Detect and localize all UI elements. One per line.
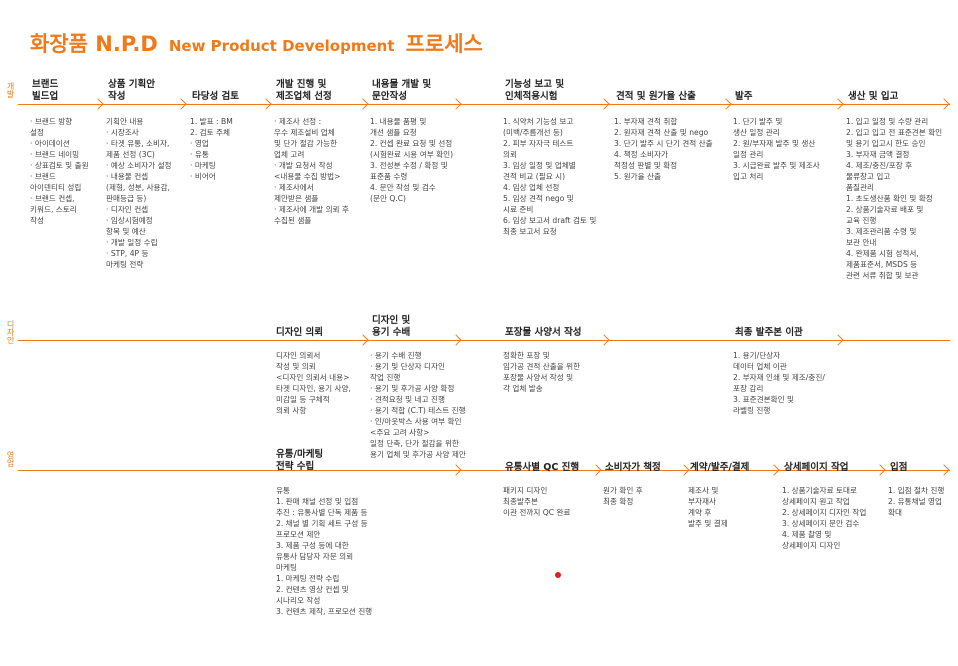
step-body-cost: 1. 부자재 견적 취합 2. 원자재 견적 산출 및 nego 3. 단기 발… — [614, 117, 713, 181]
title-suffix: 프로세스 — [405, 32, 483, 56]
step-title-manufacturer: 개발 진행 및 제조업체 선정 — [276, 79, 332, 102]
title-english: New Product Development — [168, 37, 395, 55]
step-title-brand-buildup: 브랜드 빌드업 — [32, 79, 59, 102]
arrow-chevron — [357, 98, 369, 110]
lane-line-design — [18, 340, 950, 341]
arrow-chevron — [598, 334, 610, 346]
step-title-design-container: 디자인 및 용기 수배 — [372, 315, 411, 338]
arrow-chevron — [720, 98, 732, 110]
lane-label-sales: 영업 — [6, 451, 15, 467]
step-body-final-transfer: 1. 용기/단상자 데이터 업체 이관 2. 부자재 인쇄 및 제조/충진/ 포… — [733, 351, 825, 415]
step-body-launch: 1. 입점 절차 진행 2. 유통채널 영업 확대 — [888, 486, 945, 517]
arrow-chevron — [590, 464, 602, 476]
step-title-contract: 계약/발주/결제 — [690, 462, 750, 473]
step-body-order: 1. 단기 발주 및 생산 일정 관리 2. 원/부자재 발주 및 생산 일정 … — [733, 117, 820, 181]
step-title-final-transfer: 최종 발주본 이관 — [735, 327, 803, 338]
step-title-feasibility: 타당성 검토 — [192, 91, 240, 102]
step-title-detail-page: 상세페이지 작업 — [784, 462, 849, 473]
lane-label-design: 디자인 — [6, 320, 15, 344]
arrow-chevron — [768, 464, 780, 476]
step-title-clinical: 기능성 보고 및 인체적용시험 — [505, 79, 565, 102]
step-body-detail-page: 1. 상품기술자료 토대로 상세페이지 원고 작업 2. 상세페이지 디자인 작… — [782, 486, 867, 550]
lane-line-sales — [18, 470, 950, 471]
step-title-qc: 유통사별 QC 진행 — [505, 462, 580, 473]
step-title-formula: 내용물 개발 및 문안작성 — [372, 79, 432, 102]
step-body-design-request: 디자인 의뢰서 작성 및 의뢰 <디자인 의뢰서 내용> 타겟 디자인, 용기 … — [276, 351, 351, 415]
arrow-chevron — [175, 98, 187, 110]
step-title-consumer-price: 소비자가 책정 — [605, 462, 661, 473]
arrow-chevron — [938, 464, 950, 476]
arrow-chevron — [598, 98, 610, 110]
arrow-chevron — [874, 464, 886, 476]
step-body-product-plan: 기획안 내용 · 시장조사 · 타겟 유통, 소비자, 제품 선정 (3C) ·… — [106, 117, 172, 269]
lane-label-development: 개발 — [6, 82, 15, 98]
arrow-chevron — [450, 464, 462, 476]
step-body-production: 1. 입고 일정 및 수량 관리 2. 입고 입고 전 표준견본 확인 및 용기… — [846, 117, 943, 280]
step-body-design-container: · 용기 수배 진행 · 용기 및 단상자 디자인 작업 진행 · 용기 및 후… — [370, 351, 466, 459]
step-title-packaging-spec: 포장물 사양서 작성 — [505, 327, 582, 338]
step-body-feasibility: 1. 발표 : BM 2. 검토 주체 · 영업 · 유통 · 마케팅 · 비어… — [190, 117, 233, 181]
lane-line-development — [18, 104, 950, 105]
step-title-launch: 입점 — [890, 462, 908, 473]
step-title-production: 생산 및 입고 — [848, 91, 899, 102]
step-title-product-plan: 상품 기획안 작성 — [108, 79, 156, 102]
arrow-chevron — [357, 334, 369, 346]
arrow-chevron — [832, 334, 844, 346]
step-body-formula: 1. 내용물 품평 및 개선 샘플 요청 2. 컨셉 완료 요청 및 선정 (시… — [370, 117, 454, 203]
arrow-chevron — [832, 98, 844, 110]
step-body-consumer-price: 원가 확인 후 최종 확정 — [603, 486, 643, 506]
step-body-clinical: 1. 식약처 기능성 보고 (미백/주름개선 등) 2. 피부 자자극 테스트 … — [503, 117, 597, 236]
arrow-chevron — [938, 98, 950, 110]
arrow-chevron — [260, 98, 272, 110]
red-marker-dot — [555, 572, 561, 578]
step-title-cost: 견적 및 원가율 산출 — [616, 91, 696, 102]
step-title-design-request: 디자인 의뢰 — [276, 327, 324, 338]
step-title-order: 발주 — [735, 91, 753, 102]
step-body-marketing-strategy: 유통 1. 판매 채널 선정 및 입점 추진 : 유통사별 단독 제품 등 2.… — [276, 486, 373, 616]
arrow-chevron — [450, 334, 462, 346]
step-body-qc: 패키지 디자인 최종발주본 이관 전까지 QC 완료 — [503, 486, 571, 517]
diagram-title: 화장품 N.P.D New Product Development 프로세스 — [30, 28, 483, 58]
step-body-manufacturer: · 제조사 선정 : 우수 제조설비 업체 및 단가 절감 가능한 업체 고려 … — [274, 117, 349, 225]
step-body-brand-buildup: · 브랜드 방향 설정 · 아이데이션 · 브랜드 네이밍 · 상표검토 및 출… — [30, 117, 89, 225]
step-body-contract: 제조사 및 부자재사 계약 후 발주 및 결제 — [688, 486, 728, 528]
step-title-marketing-strategy: 유통/마케팅 전략 수립 — [276, 449, 324, 472]
arrow-chevron — [92, 98, 104, 110]
step-body-packaging-spec: 정확한 포장 및 임가공 견적 산출을 위한 포장물 사양서 작성 및 각 업체… — [503, 351, 581, 393]
arrow-chevron — [678, 464, 690, 476]
title-korean: 화장품 N.P.D — [30, 32, 158, 56]
arrow-chevron — [450, 98, 462, 110]
